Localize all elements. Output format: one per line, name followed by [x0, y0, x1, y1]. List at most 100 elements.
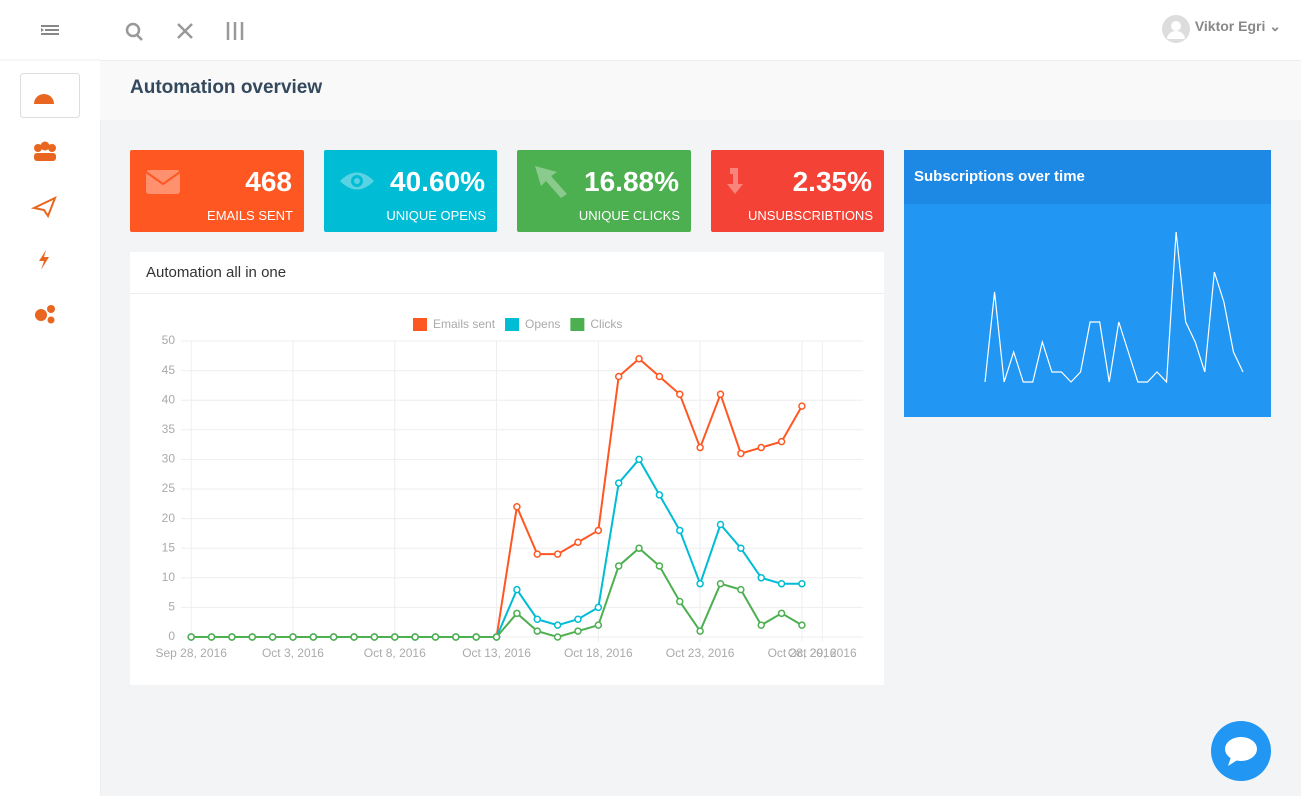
- sparkline-line: [984, 231, 1244, 384]
- data-point: [594, 621, 603, 629]
- data-point: [737, 449, 745, 458]
- data-point: [594, 603, 603, 612]
- y-tick-label: 35: [162, 422, 176, 436]
- data-point: [757, 574, 765, 582]
- data-point: [574, 538, 582, 547]
- data-point: [187, 633, 195, 641]
- stat-value: 2.35%: [792, 166, 872, 197]
- y-tick-label: 20: [162, 511, 176, 525]
- stat-card: 2.35% UNSUBSCRIBTIONS: [711, 150, 884, 232]
- data-point: [696, 627, 704, 635]
- flash-icon[interactable]: [39, 250, 49, 270]
- active-item[interactable]: [20, 73, 80, 118]
- y-tick-label: 50: [162, 333, 176, 347]
- data-point: [676, 526, 684, 535]
- chat-button[interactable]: [1211, 721, 1271, 781]
- fullscreen-icon[interactable]: [177, 23, 193, 39]
- topbar: Viktor Egri ⌄: [100, 0, 1301, 61]
- data-point: [635, 544, 643, 552]
- page-header: Automation overview: [100, 61, 1301, 120]
- data-point: [207, 633, 216, 641]
- legend-label: Emails sent: [433, 317, 496, 331]
- data-point: [513, 609, 521, 618]
- x-tick-label: Oct 23, 2016: [666, 646, 735, 660]
- data-point: [798, 621, 806, 629]
- data-point: [716, 579, 725, 588]
- data-point: [248, 633, 257, 641]
- data-point: [676, 390, 684, 399]
- filter-icon[interactable]: [226, 22, 244, 40]
- data-point: [228, 633, 236, 641]
- legend-swatch: [570, 318, 585, 331]
- y-tick-label: 5: [168, 600, 175, 614]
- y-tick-label: 45: [162, 363, 176, 377]
- data-point: [309, 633, 318, 641]
- send-icon[interactable]: [30, 196, 57, 219]
- data-point: [370, 633, 379, 641]
- data-point: [329, 633, 338, 641]
- stat-value: 40.60%: [390, 166, 485, 197]
- data-point: [757, 443, 765, 452]
- x-tick-label: Sep 28, 2016: [155, 646, 227, 660]
- data-point: [737, 544, 745, 552]
- data-point: [513, 585, 521, 594]
- dashboard-icon[interactable]: [34, 94, 54, 104]
- stat-value: 16.88%: [584, 166, 679, 197]
- data-point: [614, 372, 623, 381]
- data-point: [737, 585, 745, 594]
- data-point: [533, 627, 542, 635]
- avatar[interactable]: [1161, 14, 1191, 44]
- panel-title: Subscriptions over time: [914, 168, 1085, 185]
- legend-label: Opens: [525, 317, 560, 331]
- data-point: [676, 597, 684, 606]
- data-point: [635, 355, 643, 363]
- data-point: [594, 526, 603, 535]
- data-point: [452, 633, 460, 641]
- y-tick-label: 25: [162, 481, 176, 495]
- data-point: [757, 621, 765, 629]
- search-icon[interactable]: [125, 22, 141, 38]
- y-tick-label: 10: [162, 570, 176, 584]
- y-tick-label: 15: [162, 540, 176, 554]
- sidebar: [0, 0, 101, 796]
- chart-card: Automation all in one 0 5 10 15 20 25 30 35 40 45…: [130, 252, 884, 685]
- data-point: [268, 633, 277, 641]
- data-point: [798, 402, 806, 410]
- data-point: [696, 443, 704, 452]
- stat-label: EMAILS SENT: [207, 208, 293, 223]
- x-tick-label: Oct 18, 2016: [564, 646, 633, 660]
- data-point: [655, 491, 664, 499]
- data-point: [513, 503, 521, 511]
- sidebar-icons: [0, 25, 100, 324]
- data-point: [553, 633, 562, 641]
- data-point: [492, 633, 501, 641]
- x-tick-label: Oct 13, 2016: [462, 646, 531, 660]
- y-tick-label: 0: [168, 629, 175, 643]
- legend-swatch: [413, 318, 427, 331]
- y-tick-label: 40: [162, 392, 176, 406]
- data-point: [614, 562, 623, 570]
- stat-label: UNSUBSCRIBTIONS: [748, 208, 873, 223]
- data-point: [574, 615, 582, 623]
- sparkline: [984, 231, 1244, 384]
- legend-label: Clicks: [590, 317, 622, 331]
- stat-label: UNIQUE OPENS: [386, 208, 486, 223]
- data-point: [411, 633, 419, 641]
- data-point: [655, 372, 664, 381]
- data-point: [798, 579, 806, 588]
- y-tick-label: 30: [162, 452, 176, 466]
- x-tick-label: Oct 3, 2016: [262, 646, 324, 660]
- data-point: [553, 550, 562, 558]
- stat-card: 16.88% UNIQUE CLICKS: [517, 150, 691, 232]
- user-menu[interactable]: Viktor Egri ⌄: [1194, 18, 1281, 34]
- x-tick-label: Oct 28, 2016: [768, 646, 837, 660]
- user-name: Viktor Egri: [1194, 18, 1266, 34]
- data-point: [553, 621, 562, 629]
- settings-icon[interactable]: [35, 309, 47, 321]
- data-point: [574, 627, 582, 635]
- data-point: [614, 479, 623, 487]
- x-tick-label: Oct 29, 2016: [788, 646, 857, 660]
- stat-label: UNIQUE CLICKS: [578, 208, 680, 223]
- data-point: [533, 615, 542, 623]
- users-icon[interactable]: [34, 144, 42, 152]
